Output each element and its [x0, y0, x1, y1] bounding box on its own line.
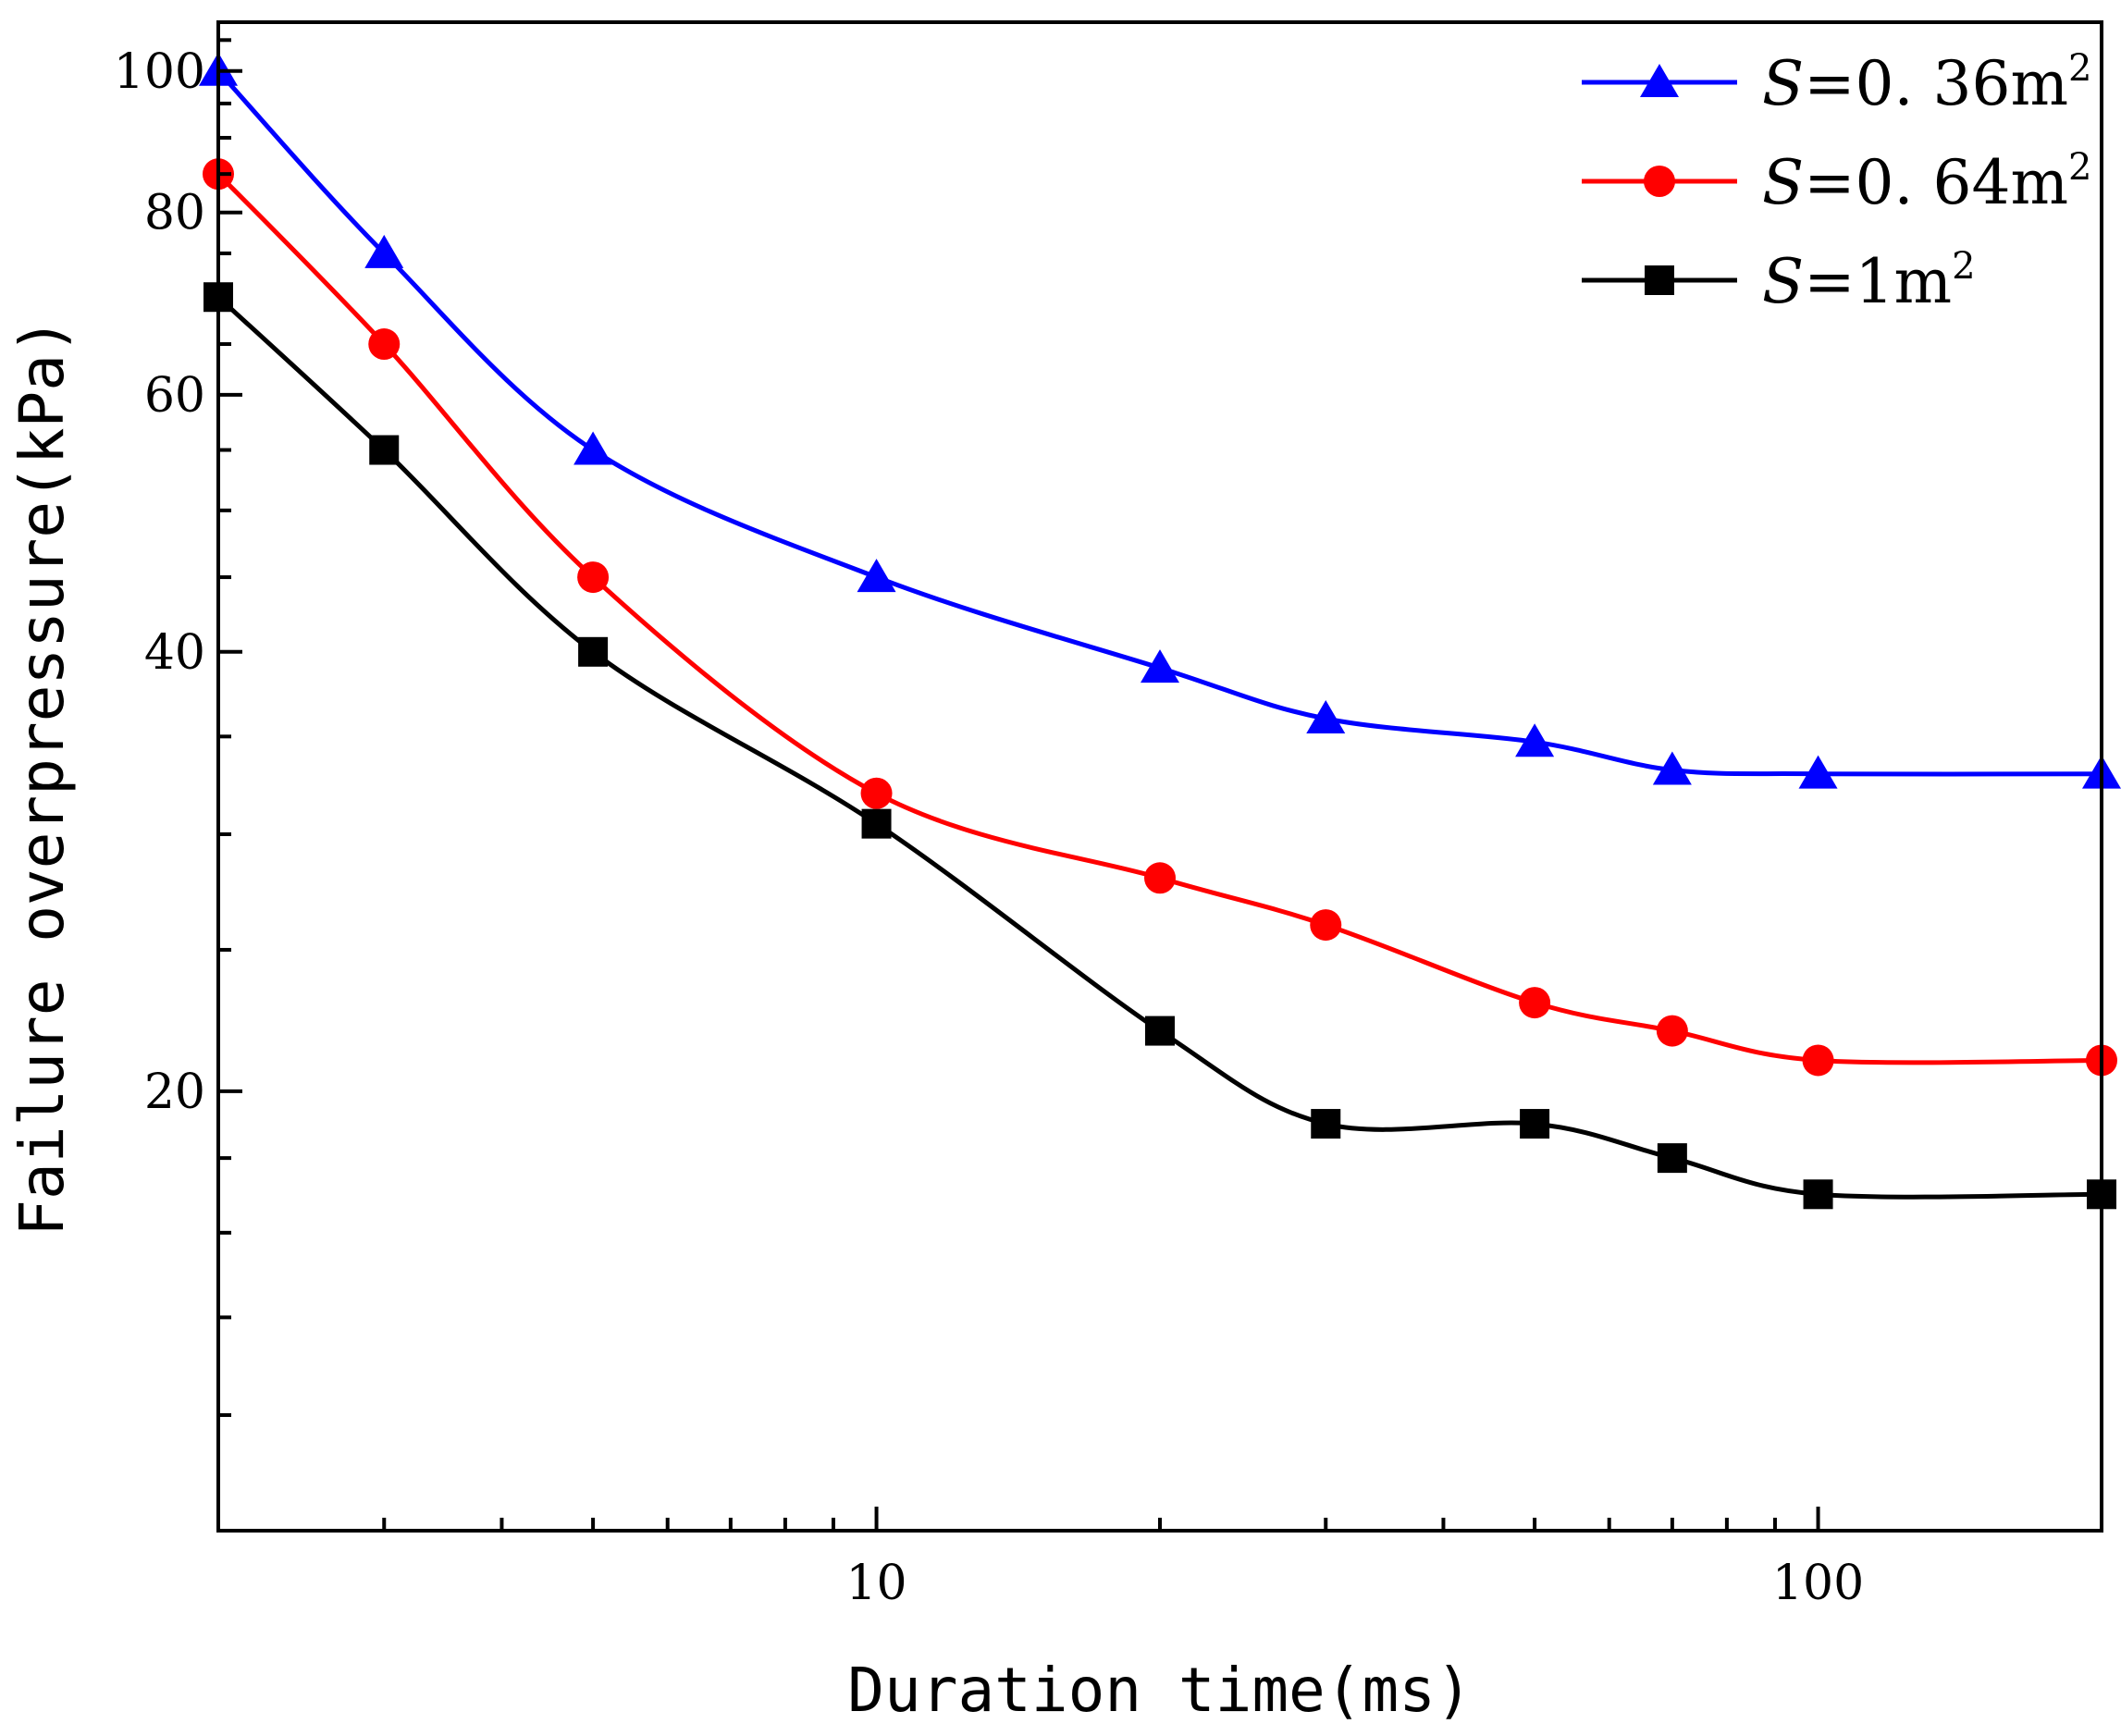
data-point-1-6 [1306, 700, 1346, 734]
axis-ticks [218, 38, 1820, 1531]
data-point-3-5 [1145, 1016, 1175, 1046]
data-point-3-4 [861, 808, 892, 839]
legend-superscript: 2 [2068, 146, 2091, 189]
data-point-2-9 [1802, 1044, 1834, 1077]
y-tick-label-5: 100 [114, 44, 205, 100]
series-markers [199, 52, 2121, 1210]
legend-marker-3 [1645, 265, 1674, 295]
data-point-1-7 [1515, 723, 1555, 757]
data-point-3-2 [369, 435, 400, 465]
legend-value: =0. 64m [1804, 147, 2068, 218]
axis-tick-labels: 10 100 20 40 60 80 100 [114, 44, 1864, 1611]
legend-value: =0. 36m [1804, 48, 2068, 119]
data-point-1-9 [1798, 755, 1838, 789]
legend-superscript: 2 [2068, 47, 2091, 90]
data-point-2-4 [860, 777, 893, 809]
data-point-1-4 [857, 559, 896, 593]
data-point-1-5 [1141, 649, 1179, 683]
legend-marker-1 [1640, 64, 1679, 97]
data-point-3-7 [1520, 1109, 1550, 1139]
data-point-2-2 [368, 328, 401, 361]
legend-symbol: S [1762, 147, 1804, 218]
legend-label-2: S=0. 64m2 [1762, 146, 2092, 218]
y-tick-label-1: 20 [144, 1065, 205, 1120]
legend-marker-2 [1644, 166, 1675, 197]
legend-label-1: S=0. 36m2 [1762, 47, 2092, 119]
data-point-2-7 [1519, 987, 1551, 1019]
x-tick-label-1: 10 [845, 1556, 906, 1611]
data-point-2-8 [1656, 1015, 1688, 1047]
data-point-2-3 [577, 561, 610, 594]
data-point-1-8 [1652, 751, 1692, 785]
legend-superscript: 2 [1952, 245, 1975, 288]
data-point-1-2 [364, 234, 404, 268]
y-axis-title: Failure overpressure(kPa) [6, 317, 78, 1236]
data-point-3-3 [578, 636, 609, 667]
data-point-1-3 [573, 431, 613, 465]
y-tick-label-4: 80 [144, 186, 205, 241]
data-point-2-6 [1310, 909, 1342, 942]
y-tick-label-3: 60 [144, 368, 205, 424]
y-tick-label-2: 40 [144, 625, 205, 681]
data-point-3-9 [1803, 1179, 1833, 1210]
x-axis-title: Duration time(ms) [847, 1655, 1473, 1726]
data-point-3-6 [1311, 1109, 1341, 1139]
legend-symbol: S [1762, 48, 1804, 119]
data-point-3-8 [1657, 1143, 1687, 1174]
series-line-1 [216, 69, 2103, 777]
legend-symbol: S [1762, 246, 1804, 317]
legend-value: =1m [1804, 246, 1952, 317]
x-tick-label-2: 100 [1772, 1556, 1864, 1611]
data-point-2-5 [1144, 862, 1176, 894]
legend-label-3: S=1m2 [1762, 245, 1976, 317]
